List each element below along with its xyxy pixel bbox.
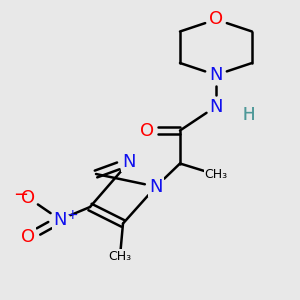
Text: O: O [21,228,36,246]
Text: N: N [122,153,136,171]
Text: CH₃: CH₃ [108,250,132,263]
Text: +: + [66,208,78,222]
Text: O: O [209,11,223,28]
Text: O: O [140,122,154,140]
Text: O: O [21,189,36,207]
Text: N: N [53,211,67,229]
Text: H: H [243,106,255,124]
Text: N: N [149,178,163,196]
Text: CH₃: CH₃ [204,168,228,181]
Text: N: N [209,66,223,84]
Text: H: H [243,106,255,124]
Text: −: − [13,186,28,204]
Text: N: N [209,98,223,116]
